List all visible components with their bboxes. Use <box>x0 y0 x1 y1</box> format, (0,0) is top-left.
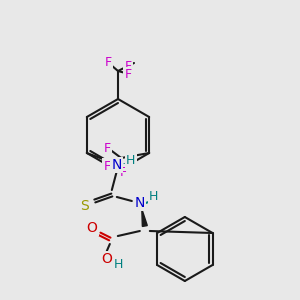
Text: O: O <box>101 252 112 266</box>
Text: S: S <box>80 199 89 213</box>
Text: H: H <box>114 257 124 271</box>
Text: N: N <box>135 196 145 210</box>
Text: F: F <box>124 68 132 82</box>
Text: H: H <box>149 190 158 203</box>
Text: H: H <box>126 154 136 166</box>
Polygon shape <box>142 209 147 226</box>
Text: N: N <box>112 158 122 172</box>
Text: F: F <box>103 160 111 172</box>
Text: F: F <box>120 166 127 178</box>
Text: F: F <box>103 142 111 154</box>
Text: F: F <box>104 56 112 68</box>
Text: O: O <box>86 221 97 235</box>
Text: F: F <box>124 59 132 73</box>
